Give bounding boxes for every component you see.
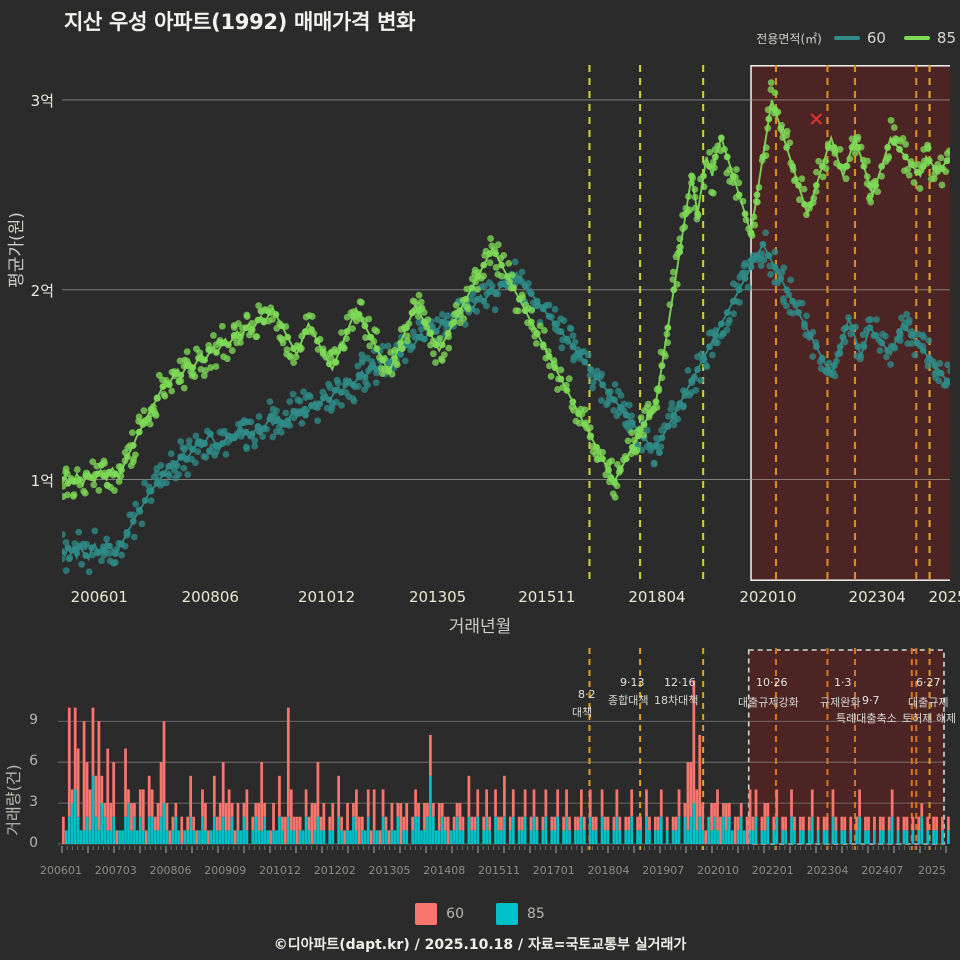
bar-x-tick-201701: 201701 [532,864,575,877]
bar-x-tick-201202: 201202 [313,864,356,877]
main-x-tick-201012: 201012 [297,588,356,606]
main-x-tick-201305: 201305 [408,588,467,606]
annotation-text-policy-82: 대책 [572,706,593,719]
annotation-text-policy-1026: 대출규제강화 [738,696,799,709]
legend-swatch-85 [903,36,930,40]
bar-x-tick-201305: 201305 [368,864,411,877]
legend-area-bottom: 60 85 [0,903,960,925]
bar-chart-svg [58,648,950,853]
legend-swatch-bar-85 [496,903,518,925]
legend-area-top: 전용면적(㎡) 60 85 [756,29,960,47]
legend-label-60: 60 [866,29,886,47]
main-x-tick-202010: 202010 [739,588,797,606]
main-x-tick-200806: 200806 [181,588,239,606]
bar-x-tick-200806: 200806 [149,864,192,877]
annotation-date-policy-627: 6·27 [916,676,941,689]
main-x-axis-label: 거래년월 [448,617,512,637]
legend-item-85[interactable]: 85 [903,29,956,47]
bar-x-tick-202201: 202201 [751,864,794,877]
annotation-text-policy-toheo: 토허제 해제 [902,712,957,725]
legend-title: 전용면적(㎡) [756,31,822,46]
legend-label-bar-60: 60 [446,906,464,922]
bar-x-tick-201012: 201012 [259,864,301,877]
legend-swatch-60 [833,36,860,40]
bar-y-tick-0: 0 [29,835,38,851]
annotation-date-policy-1026: 10·26 [756,676,788,689]
annotation-date-policy-913: 9·13 [620,676,645,689]
footer-credit: ©디아파트(dapt.kr) / 2025.10.18 / 자료=국토교통부 실… [273,937,687,953]
bar-x-tick-201804: 201804 [587,864,630,877]
main-x-tick-201511: 201511 [518,588,576,606]
legend-item-bar-85[interactable]: 85 [496,903,545,925]
annotation-text-policy-913: 종합대책 [608,694,649,707]
bar-x-tick-201511: 201511 [478,864,520,877]
main-x-tick-200601: 200601 [70,588,128,606]
main-price-chart [62,62,950,584]
main-x-tick-201804: 201804 [628,588,686,606]
annotation-text-policy-627: 대출규제 [908,696,949,709]
bar-y-tick-9: 9 [29,712,38,729]
annotation-date-policy-1216: 12·16 [664,676,696,689]
main-y-tick-1억: 1억 [30,471,54,490]
main-x-tick-202304: 202304 [848,588,906,606]
bar-x-tick-200601: 200601 [40,864,82,877]
bar-x-tick-202304: 202304 [806,864,849,877]
bar-y-tick-6: 6 [29,753,38,770]
main-y-axis-label: 평균가(원) [7,212,27,288]
bar-x-tick-202407: 202407 [861,864,904,877]
legend-swatch-bar-60 [415,903,438,925]
transaction-volume-chart [44,648,950,856]
main-y-tick-3억: 3억 [30,91,54,110]
bar-y-tick-3: 3 [29,794,38,811]
bar-x-tick-201907: 201907 [642,864,685,877]
legend-label-85: 85 [936,29,956,47]
bar-x-tick-202010: 202010 [697,864,739,877]
annotation-date-policy-82: 8·2 [578,688,596,701]
bar-x-tick-200703: 200703 [94,864,137,877]
annotation-date-policy-97: 9·7 [862,694,880,707]
page-title: 지산 우성 아파트(1992) 매매가격 변화 [64,10,416,34]
main-x-tick-2025: 2025 [928,588,960,606]
legend-item-bar-60[interactable]: 60 [415,903,464,925]
main-y-tick-2억: 2억 [30,281,54,300]
annotation-text-policy-13: 규제완화 [820,696,861,709]
legend-label-bar-85: 85 [527,906,545,922]
bar-x-tick-200909: 200909 [204,864,247,877]
bar-x-tick-2025: 2025 [918,864,946,877]
bar-x-tick-201408: 201408 [423,864,466,877]
annotation-text-policy-97: 특례대출축소 [836,712,897,725]
annotation-text-policy-1216: 18차대책 [654,694,699,707]
annotation-date-policy-13: 1·3 [834,676,852,689]
legend-item-60[interactable]: 60 [833,29,886,47]
main-chart-svg [62,62,950,584]
